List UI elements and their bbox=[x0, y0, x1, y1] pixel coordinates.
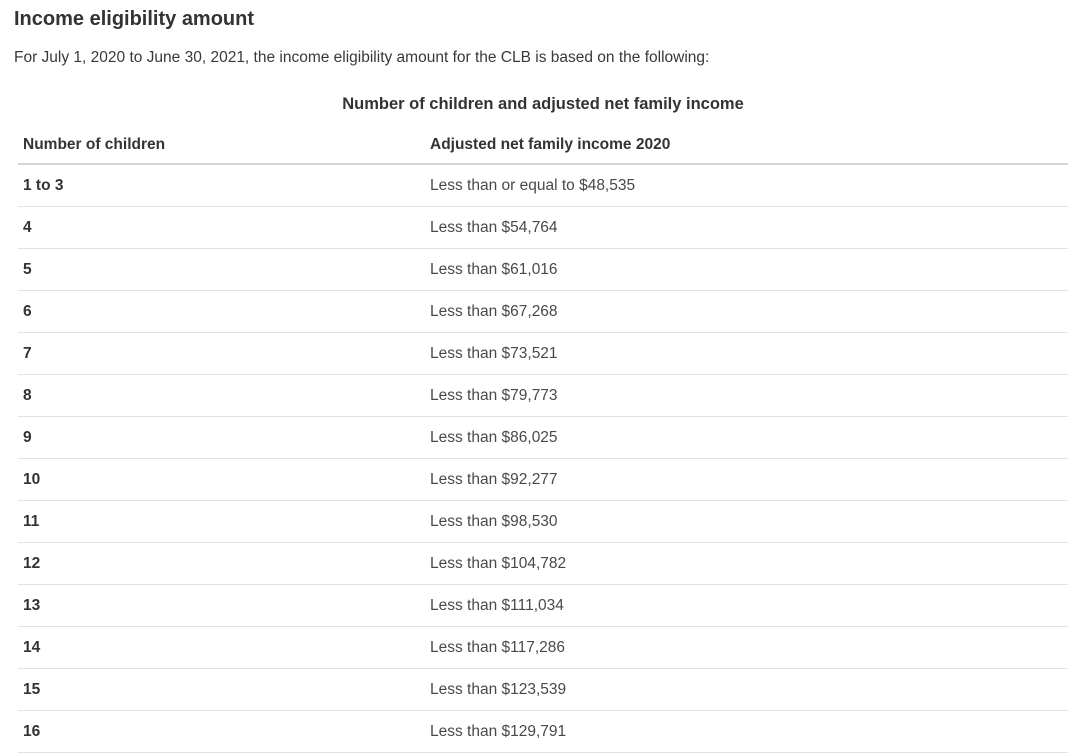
table-header-row: Number of children Adjusted net family i… bbox=[18, 126, 1068, 165]
income-threshold-cell: Less than or equal to $48,535 bbox=[425, 164, 1068, 207]
income-eligibility-table: Number of children and adjusted net fami… bbox=[18, 95, 1068, 753]
table-row: 9 Less than $86,025 bbox=[18, 416, 1068, 459]
table-row: 1 to 3 Less than or equal to $48,535 bbox=[18, 164, 1068, 207]
children-count-cell: 15 bbox=[18, 668, 425, 711]
children-count-cell: 11 bbox=[18, 500, 425, 543]
children-count-cell: 10 bbox=[18, 458, 425, 501]
table-row: 6 Less than $67,268 bbox=[18, 290, 1068, 333]
income-threshold-cell: Less than $104,782 bbox=[425, 542, 1068, 585]
income-threshold-cell: Less than $79,773 bbox=[425, 374, 1068, 417]
children-count-cell: 7 bbox=[18, 332, 425, 375]
income-threshold-cell: Less than $117,286 bbox=[425, 626, 1068, 669]
children-count-cell: 4 bbox=[18, 206, 425, 249]
table-row: 10 Less than $92,277 bbox=[18, 458, 1068, 501]
table-row: 11 Less than $98,530 bbox=[18, 500, 1068, 543]
income-threshold-cell: Less than $111,034 bbox=[425, 584, 1068, 627]
table-row: 5 Less than $61,016 bbox=[18, 248, 1068, 291]
children-count-cell: 8 bbox=[18, 374, 425, 417]
income-threshold-cell: Less than $92,277 bbox=[425, 458, 1068, 501]
children-count-cell: 6 bbox=[18, 290, 425, 333]
table-row: 13 Less than $111,034 bbox=[18, 584, 1068, 627]
income-threshold-cell: Less than $54,764 bbox=[425, 206, 1068, 249]
table-row: 14 Less than $117,286 bbox=[18, 626, 1068, 669]
table-row: 15 Less than $123,539 bbox=[18, 668, 1068, 711]
children-count-cell: 12 bbox=[18, 542, 425, 585]
intro-text: For July 1, 2020 to June 30, 2021, the i… bbox=[14, 49, 710, 66]
page-title: Income eligibility amount bbox=[14, 8, 255, 30]
table-row: 16 Less than $129,791 bbox=[18, 710, 1068, 753]
income-threshold-cell: Less than $98,530 bbox=[425, 500, 1068, 543]
table-caption: Number of children and adjusted net fami… bbox=[342, 95, 744, 113]
children-count-cell: 14 bbox=[18, 626, 425, 669]
income-threshold-cell: Less than $129,791 bbox=[425, 710, 1068, 753]
table-row: 4 Less than $54,764 bbox=[18, 206, 1068, 249]
income-threshold-cell: Less than $67,268 bbox=[425, 290, 1068, 333]
children-count-cell: 1 to 3 bbox=[18, 164, 425, 207]
income-threshold-cell: Less than $123,539 bbox=[425, 668, 1068, 711]
income-threshold-cell: Less than $61,016 bbox=[425, 248, 1068, 291]
income-threshold-cell: Less than $73,521 bbox=[425, 332, 1068, 375]
income-threshold-cell: Less than $86,025 bbox=[425, 416, 1068, 459]
column-header-adjusted-net-family-income: Adjusted net family income 2020 bbox=[425, 126, 1068, 165]
children-count-cell: 5 bbox=[18, 248, 425, 291]
children-count-cell: 9 bbox=[18, 416, 425, 459]
children-count-cell: 16 bbox=[18, 710, 425, 753]
column-header-number-of-children: Number of children bbox=[18, 126, 425, 165]
table-row: 12 Less than $104,782 bbox=[18, 542, 1068, 585]
table-row: 7 Less than $73,521 bbox=[18, 332, 1068, 375]
children-count-cell: 13 bbox=[18, 584, 425, 627]
table-row: 8 Less than $79,773 bbox=[18, 374, 1068, 417]
